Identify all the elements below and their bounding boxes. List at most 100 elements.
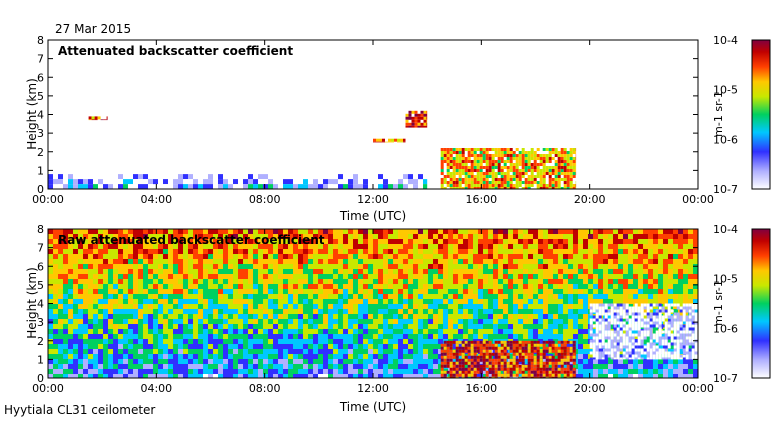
heatmap-cell <box>218 184 223 189</box>
heatmap-cell <box>333 339 338 344</box>
heatmap-cell <box>528 309 533 314</box>
heatmap-cell <box>98 289 103 294</box>
heatmap-cell <box>573 274 578 279</box>
heatmap-cell <box>198 329 203 334</box>
heatmap-cell <box>450 163 453 166</box>
heatmap-cell <box>564 178 567 181</box>
heatmap-cell <box>368 229 373 234</box>
heatmap-cell <box>465 157 468 160</box>
heatmap-cell <box>338 344 343 349</box>
heatmap-cell <box>198 324 203 329</box>
heatmap-cell <box>213 359 218 364</box>
heatmap-cell <box>133 349 138 354</box>
heatmap-cell <box>98 116 101 119</box>
heatmap-cell <box>486 175 489 178</box>
heatmap-cell <box>522 169 525 172</box>
heatmap-cell <box>648 364 653 369</box>
heatmap-cell <box>510 154 513 157</box>
heatmap-cell <box>398 229 403 234</box>
heatmap-cell <box>63 174 68 179</box>
heatmap-cell <box>673 234 678 239</box>
heatmap-cell <box>393 294 398 299</box>
heatmap-cell <box>343 249 348 254</box>
heatmap-cell <box>498 304 503 309</box>
heatmap-cell <box>68 374 73 378</box>
heatmap-cell <box>623 294 628 299</box>
heatmap-cell <box>678 269 683 274</box>
heatmap-cell <box>213 314 218 319</box>
heatmap-cell <box>540 154 543 157</box>
heatmap-cell <box>233 259 238 264</box>
heatmap-cell <box>68 184 73 189</box>
heatmap-cell <box>618 229 623 234</box>
heatmap-cell <box>83 349 88 354</box>
heatmap-cell <box>358 324 363 329</box>
heatmap-cell <box>583 329 588 334</box>
heatmap-cell <box>643 274 648 279</box>
heatmap-cell <box>168 274 173 279</box>
heatmap-cell <box>158 334 163 339</box>
heatmap-cell <box>658 234 663 239</box>
heatmap-cell <box>383 254 388 259</box>
heatmap-cell <box>78 304 83 309</box>
heatmap-cell <box>303 324 308 329</box>
heatmap-cell <box>107 116 108 119</box>
heatmap-cell <box>608 359 613 364</box>
heatmap-cell <box>358 269 363 274</box>
heatmap-cell <box>483 184 486 187</box>
heatmap-cell <box>318 374 323 378</box>
heatmap-cell <box>548 334 553 339</box>
heatmap-cell <box>328 374 333 378</box>
heatmap-cell <box>353 289 358 294</box>
heatmap-cell <box>563 254 568 259</box>
heatmap-cell <box>318 369 323 374</box>
heatmap-cell <box>501 151 504 154</box>
heatmap-cell <box>318 179 323 184</box>
heatmap-cell <box>273 259 278 264</box>
heatmap-cell <box>568 334 573 339</box>
heatmap-cell <box>348 374 353 378</box>
heatmap-cell <box>103 304 108 309</box>
heatmap-cell <box>288 264 293 269</box>
heatmap-cell <box>483 284 488 289</box>
heatmap-cell <box>148 324 153 329</box>
heatmap-cell <box>153 274 158 279</box>
heatmap-cell <box>567 178 570 181</box>
heatmap-cell <box>388 274 393 279</box>
heatmap-cell <box>538 259 543 264</box>
heatmap-cell <box>208 334 213 339</box>
heatmap-cell <box>308 334 313 339</box>
heatmap-cell <box>393 314 398 319</box>
heatmap-cell <box>368 299 373 304</box>
heatmap-cell <box>480 172 483 175</box>
heatmap-cell <box>393 284 398 289</box>
heatmap-cell <box>564 344 567 347</box>
heatmap-cell <box>415 111 418 114</box>
heatmap-cell <box>428 349 433 354</box>
heatmap-cell <box>688 274 693 279</box>
heatmap-cell <box>133 179 138 184</box>
heatmap-cell <box>688 284 693 289</box>
heatmap-cell <box>678 364 683 369</box>
heatmap-cell <box>441 181 444 184</box>
heatmap-cell <box>458 309 463 314</box>
heatmap-cell <box>519 163 522 166</box>
heatmap-cell <box>495 350 498 353</box>
heatmap-cell <box>543 148 546 151</box>
heatmap-cell <box>546 160 549 163</box>
heatmap-cell <box>403 304 408 309</box>
heatmap-cell <box>243 259 248 264</box>
heatmap-cell <box>570 181 573 184</box>
heatmap-cell <box>188 349 193 354</box>
heatmap-cell <box>453 259 458 264</box>
heatmap-cell <box>168 329 173 334</box>
heatmap-cell <box>531 175 534 178</box>
heatmap-cell <box>498 160 501 163</box>
heatmap-cell <box>653 229 658 234</box>
heatmap-cell <box>203 289 208 294</box>
heatmap-cell <box>538 244 543 249</box>
heatmap-cell <box>198 184 203 189</box>
heatmap-cell <box>618 284 623 289</box>
heatmap-cell <box>488 254 493 259</box>
heatmap-cell <box>348 259 353 264</box>
